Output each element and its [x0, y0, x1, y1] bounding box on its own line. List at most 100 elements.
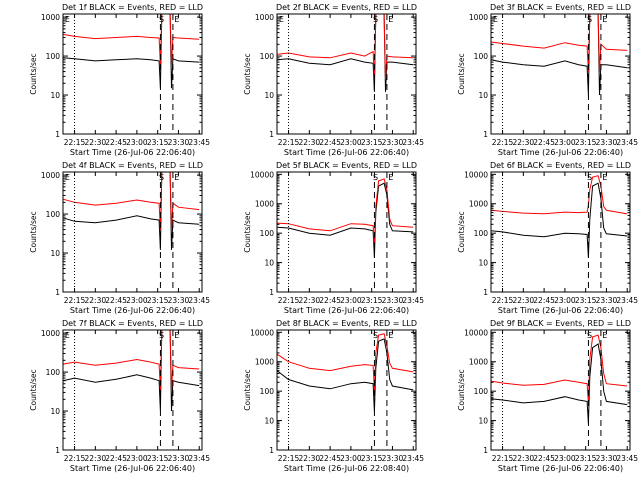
x-tick-label: 23:00 — [340, 454, 362, 463]
y-tick-label: 100 — [260, 387, 275, 396]
x-tick-label: 22:15 — [492, 138, 514, 147]
x-tick-label: 23:30 — [168, 138, 190, 147]
interval-marker-label: E — [388, 15, 393, 24]
x-tick-label: 22:45 — [105, 454, 127, 463]
interval-marker-label: S — [587, 331, 592, 340]
panel-det-3f: Det 3f BLACK = Events, RED = LLD E S E 22:15… — [457, 3, 638, 157]
interval-marker-label: S — [373, 173, 378, 182]
x-tick-label: 22:15 — [64, 138, 86, 147]
y-axis-label: Counts/sec — [457, 211, 466, 252]
x-tick-label: 22:45 — [533, 454, 555, 463]
interval-marker-label: S — [373, 15, 378, 24]
x-tick-label: 22:45 — [319, 454, 341, 463]
x-tick-label: 22:15 — [278, 138, 300, 147]
y-axis-label: Counts/sec — [457, 53, 466, 94]
y-tick-label: 10 — [50, 407, 60, 416]
y-axis-label: Counts/sec — [29, 369, 38, 410]
interval-marker-label: E — [65, 15, 70, 24]
series-line-events — [490, 182, 628, 258]
x-axis-label: Start Time (26-Jul-06 22:06:40) — [284, 148, 409, 157]
x-tick-label: 22:45 — [533, 296, 555, 305]
x-tick-label: 23:30 — [168, 454, 190, 463]
x-tick-label: 22:45 — [533, 138, 555, 147]
plot-frame — [490, 329, 631, 451]
plot-frame — [490, 171, 631, 293]
interval-marker-label: E — [65, 331, 70, 340]
panel-title: Det 8f BLACK = Events, RED = LLD — [276, 319, 417, 328]
panel-title: Det 7f BLACK = Events, RED = LLD — [62, 319, 203, 328]
y-tick-label: 1000 — [469, 200, 488, 209]
x-tick-label: 23:15 — [575, 454, 597, 463]
x-tick-label: 22:30 — [513, 138, 535, 147]
y-tick-label: 10 — [478, 259, 488, 268]
panel-title: Det 1f BLACK = Events, RED = LLD — [62, 3, 203, 12]
x-tick-label: 23:00 — [340, 296, 362, 305]
interval-marker-label: E — [602, 331, 607, 340]
x-axis-label: Start Time (26-Jul-06 22:06:40) — [498, 148, 623, 157]
x-tick-label: 23:30 — [596, 296, 618, 305]
x-tick-label: 22:30 — [513, 296, 535, 305]
interval-marker-label: E — [388, 331, 393, 340]
x-tick-label: 23:15 — [147, 138, 169, 147]
plot-frame — [62, 329, 203, 451]
x-tick-label: 22:30 — [299, 454, 321, 463]
y-tick-label: 1000 — [41, 329, 60, 338]
y-tick-label: 1 — [55, 446, 60, 455]
x-axis-label: Start Time (26-Jul-06 22:06:40) — [498, 306, 623, 315]
x-axis-label: Start Time (26-Jul-06 22:06:40) — [70, 306, 195, 315]
x-tick-label: 23:30 — [382, 454, 404, 463]
x-tick-label: 22:45 — [319, 296, 341, 305]
interval-marker-label: S — [373, 331, 378, 340]
x-tick-label: 22:30 — [85, 296, 107, 305]
y-tick-label: 1 — [55, 288, 60, 297]
x-tick-label: 22:45 — [105, 296, 127, 305]
series-line-events — [490, 13, 628, 96]
x-tick-label: 22:15 — [278, 296, 300, 305]
x-axis-label: Start Time (26-Jul-06 22:06:40) — [284, 306, 409, 315]
series-line-events — [276, 13, 414, 92]
x-axis-label: Start Time (26-Jul-06 22:06:40) — [498, 464, 623, 473]
x-tick-label: 23:15 — [575, 138, 597, 147]
interval-marker-label: S — [159, 15, 164, 24]
y-tick-label: 1 — [483, 288, 488, 297]
y-tick-label: 10 — [50, 91, 60, 100]
x-tick-label: 23:45 — [188, 454, 210, 463]
x-tick-label: 23:45 — [188, 296, 210, 305]
x-tick-label: 23:30 — [382, 296, 404, 305]
y-tick-label: 10 — [264, 259, 274, 268]
x-tick-label: 23:15 — [147, 296, 169, 305]
y-tick-label: 1 — [483, 446, 488, 455]
x-tick-label: 22:30 — [85, 138, 107, 147]
x-tick-label: 23:00 — [126, 138, 148, 147]
x-tick-label: 23:15 — [361, 454, 383, 463]
y-tick-label: 10 — [50, 249, 60, 258]
x-tick-label: 23:00 — [554, 138, 576, 147]
y-tick-label: 10000 — [464, 170, 488, 179]
x-tick-label: 22:45 — [319, 138, 341, 147]
y-axis-label: Counts/sec — [457, 369, 466, 410]
panel-title: Det 5f BLACK = Events, RED = LLD — [276, 161, 417, 170]
series-line-events — [276, 182, 414, 258]
series-line-lld — [62, 329, 200, 390]
y-tick-label: 1000 — [469, 358, 488, 367]
y-tick-label: 1000 — [41, 13, 60, 22]
x-tick-label: 22:15 — [278, 454, 300, 463]
y-axis-label: Counts/sec — [243, 369, 252, 410]
panel-det-4f: Det 4f BLACK = Events, RED = LLD E S E 22:15… — [29, 161, 210, 315]
x-tick-label: 23:30 — [168, 296, 190, 305]
series-line-events — [62, 171, 200, 250]
panel-det-1f: Det 1f BLACK = Events, RED = LLD E S E 22:15… — [29, 3, 210, 157]
x-tick-label: 23:45 — [616, 454, 638, 463]
panel-title: Det 2f BLACK = Events, RED = LLD — [276, 3, 417, 12]
x-tick-label: 22:30 — [85, 454, 107, 463]
y-tick-label: 1 — [269, 446, 274, 455]
x-tick-label: 23:45 — [402, 454, 424, 463]
series-line-lld — [490, 334, 628, 403]
y-tick-label: 1000 — [255, 13, 274, 22]
x-axis-label: Start Time (26-Jul-06 22:06:40) — [70, 464, 195, 473]
series-line-events — [276, 338, 414, 412]
